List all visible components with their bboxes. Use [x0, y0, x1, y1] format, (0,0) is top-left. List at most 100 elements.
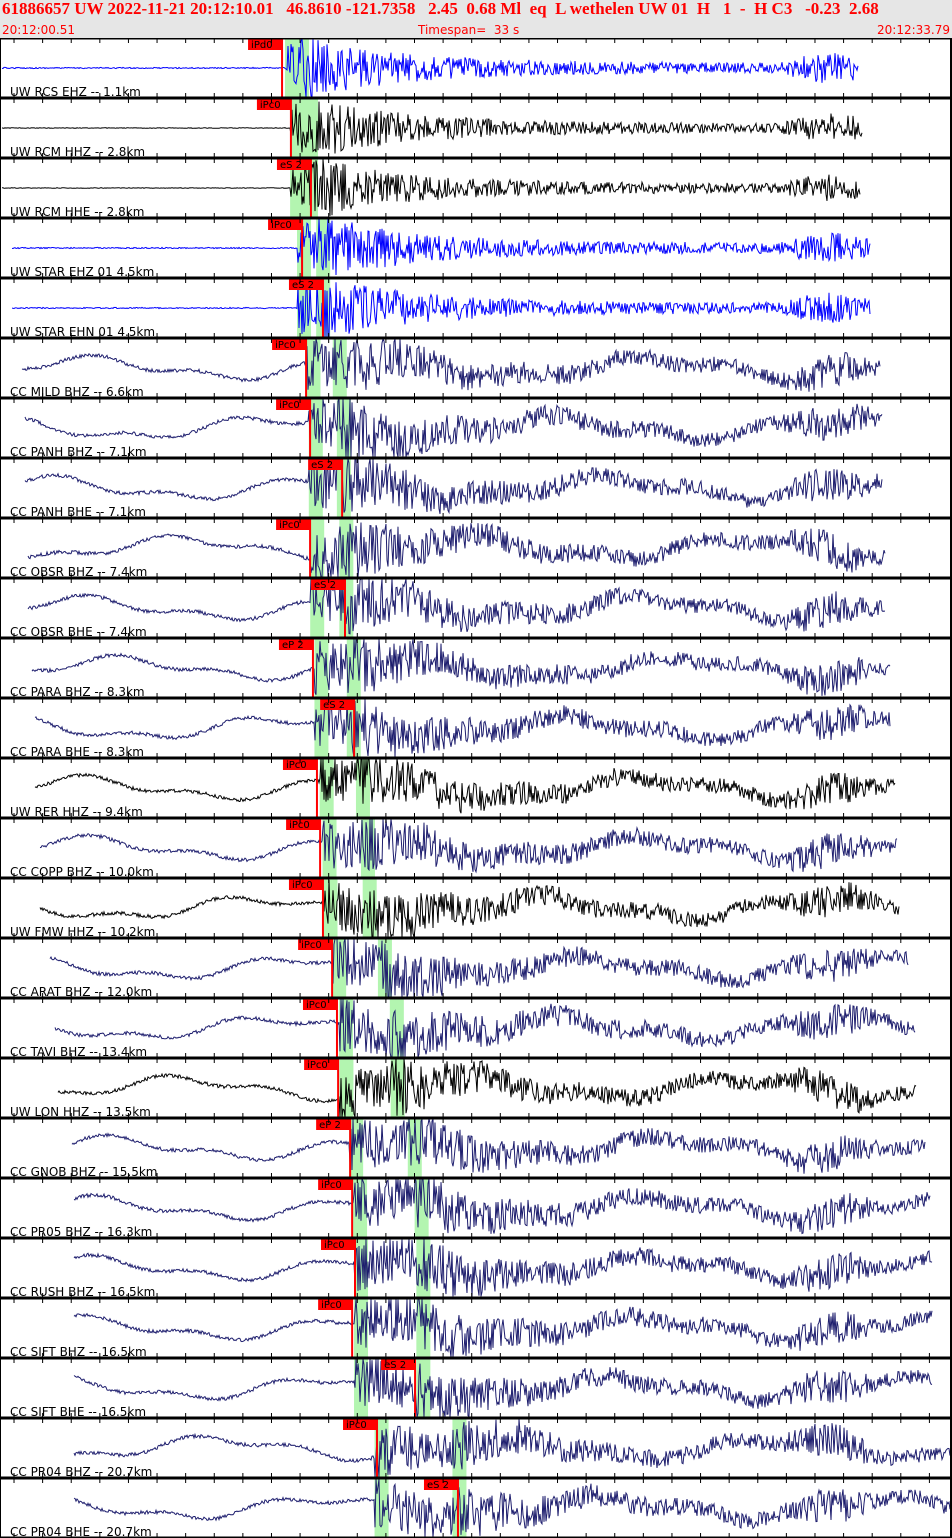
pick-label-box[interactable] — [282, 759, 317, 770]
pick-label-box[interactable] — [278, 639, 313, 650]
pick-label-box[interactable] — [288, 879, 323, 890]
trace-row[interactable]: eS 2 CC OBSR BHE -- 7.4km — [10, 578, 886, 639]
pick-label: iPc0 — [346, 1420, 367, 1431]
trace-label: CC RUSH BHZ -- 16.5km — [10, 1285, 155, 1299]
trace-row[interactable]: iPc0 CC RUSH BHZ -- 16.5km — [10, 1238, 933, 1299]
pick-label-box[interactable] — [248, 39, 283, 50]
trace-row[interactable]: iPc0 UW RCM HHZ -- 2.8km — [1, 98, 863, 159]
trace-row[interactable]: iPc0 CC PR04 BHZ -- 20.7km — [10, 1418, 951, 1479]
trace-row[interactable]: iPc0 UW FMW HHZ -- 10.2km — [10, 878, 900, 939]
trace-row[interactable]: iPc0 CC COPP BHZ -- 10.0km — [10, 818, 898, 879]
trace-label: UW LON HHZ -- 13.5km — [10, 1105, 151, 1119]
pick-label: iPc0 — [279, 400, 300, 411]
trace-row[interactable]: iPc0 UW LON HHZ -- 13.5km — [10, 1058, 917, 1119]
pick-label-box[interactable] — [268, 219, 303, 230]
pick-label-box[interactable] — [276, 399, 311, 410]
trace-label: CC PANH BHZ -- 7.1km — [10, 445, 147, 459]
trace-row[interactable]: eS 2 UW RCM HHE -- 2.8km — [2, 158, 861, 219]
pick-label-box[interactable] — [304, 1059, 339, 1070]
trace-row[interactable]: eP 2 CC PARA BHZ -- 8.3km — [10, 638, 891, 699]
trace-label: UW FMW HHZ -- 10.2km — [10, 925, 155, 939]
pick-label: eS 2 — [311, 460, 333, 471]
waveform — [1, 101, 863, 154]
pick-label-box[interactable] — [320, 699, 355, 710]
pick-label-box[interactable] — [288, 279, 323, 290]
trace-row[interactable]: iPc0 CC OBSR BHZ -- 7.4km — [10, 518, 886, 579]
pick-label-box[interactable] — [343, 1419, 378, 1430]
event-header: 61886657 UW 2022-11-21 20:12:10.01 46.86… — [0, 0, 952, 38]
start-time: 20:12:00.51 — [2, 23, 75, 37]
trace-label: UW STAR EHZ 01 4.5km — [10, 265, 154, 279]
trace-row[interactable]: eP 2 CC GNOB BHZ -- 15.5km — [10, 1117, 926, 1179]
trace-row[interactable]: eS 2 CC PARA BHE -- 8.3km — [10, 697, 891, 759]
timespan: Timespan= 33 s — [418, 23, 520, 37]
pick-label: eS 2 — [280, 160, 302, 171]
trace-label: UW RCM HHE -- 2.8km — [10, 205, 144, 219]
pick-label-box[interactable] — [276, 519, 311, 530]
pick-label-box[interactable] — [286, 819, 321, 830]
pick-label-box[interactable] — [310, 579, 345, 590]
pick-label: iPc0 — [307, 1060, 328, 1071]
pick-label-box[interactable] — [302, 999, 337, 1010]
pick-label-box[interactable] — [316, 1119, 351, 1130]
trace-row[interactable]: iPc0 CC ARAT BHZ -- 12.0km — [10, 938, 909, 999]
waveform — [73, 1418, 951, 1478]
pick-label: iPc0 — [306, 1000, 327, 1011]
trace-row[interactable]: eS 2 CC SIFT BHE -- 16.5km — [10, 1358, 933, 1419]
trace-row[interactable]: iPc0 CC SIFT BHZ -- 16.5km — [10, 1298, 933, 1359]
trace-row[interactable]: eS 2 UW STAR EHN 01 4.5km — [10, 278, 871, 339]
trace-row[interactable]: eS 2 CC PANH BHE -- 7.1km — [10, 458, 883, 519]
pick-label: iPc0 — [321, 1300, 342, 1311]
s-window — [416, 1298, 431, 1358]
pick-label-box[interactable] — [318, 1179, 353, 1190]
waveform — [73, 1238, 933, 1297]
trace-row[interactable]: iPc0 CC PANH BHZ -- 7.1km — [10, 398, 883, 459]
waveform — [49, 938, 909, 998]
waveform — [73, 1358, 933, 1418]
pick-label-box[interactable] — [381, 1359, 416, 1370]
pick-label: eS 2 — [427, 1480, 449, 1491]
pick-label: iPc0 — [279, 520, 300, 531]
waveform — [54, 998, 916, 1058]
trace-label: CC PR05 BHZ -- 16.3km — [10, 1225, 152, 1239]
trace-row[interactable]: iPc0 CC PR05 BHZ -- 16.3km — [10, 1177, 931, 1239]
waveform — [73, 1177, 931, 1235]
pick-label-box[interactable] — [298, 939, 333, 950]
trace-label: CC PARA BHZ -- 8.3km — [10, 685, 145, 699]
end-time: 20:12:33.79 — [877, 23, 950, 37]
trace-label: UW RER HHZ -- 9.4km — [10, 805, 143, 819]
trace-label: CC OBSR BHE -- 7.4km — [10, 625, 147, 639]
trace-row[interactable]: eS 2 CC PR04 BHE -- 20.7km — [10, 1478, 951, 1538]
pick-label-box[interactable] — [320, 1239, 355, 1250]
waveform — [34, 757, 896, 814]
trace-label: CC SIFT BHE -- 16.5km — [10, 1405, 146, 1419]
waveform — [31, 638, 891, 696]
trace-label: CC TAVI BHZ -- 13.4km — [10, 1045, 147, 1059]
pick-label: eS 2 — [314, 580, 336, 591]
trace-label: CC SIFT BHZ -- 16.5km — [10, 1345, 147, 1359]
pick-label-box[interactable] — [272, 339, 307, 350]
p-window — [374, 1478, 389, 1538]
pick-label-box[interactable] — [256, 99, 291, 110]
waveform — [39, 818, 898, 874]
trace-label: CC OBSR BHZ -- 7.4km — [10, 565, 147, 579]
pick-label-box[interactable] — [308, 459, 343, 470]
trace-row[interactable]: iPc0 UW STAR EHZ 01 4.5km — [10, 218, 871, 279]
pick-label: eP 2 — [319, 1120, 341, 1131]
trace-row[interactable]: iPc0 CC MILD BHZ -- 6.6km — [10, 337, 881, 399]
trace-label: CC COPP BHZ -- 10.0km — [10, 865, 154, 879]
pick-label-box[interactable] — [318, 1299, 353, 1310]
pick-label-box[interactable] — [423, 1479, 458, 1490]
trace-row[interactable]: iPc0 CC TAVI BHZ -- 13.4km — [10, 998, 916, 1059]
pick-label: iPc0 — [321, 1180, 342, 1191]
pick-label-box[interactable] — [276, 159, 311, 170]
pick-label: iPc0 — [292, 880, 313, 891]
waveform — [11, 281, 871, 339]
waveform — [1, 38, 859, 99]
trace-row[interactable]: iPc0 UW RER HHZ -- 9.4km — [10, 757, 896, 819]
trace-label: CC GNOB BHZ -- 15.5km — [10, 1165, 157, 1179]
pick-label: eP 2 — [282, 640, 304, 651]
waveform — [27, 578, 886, 635]
